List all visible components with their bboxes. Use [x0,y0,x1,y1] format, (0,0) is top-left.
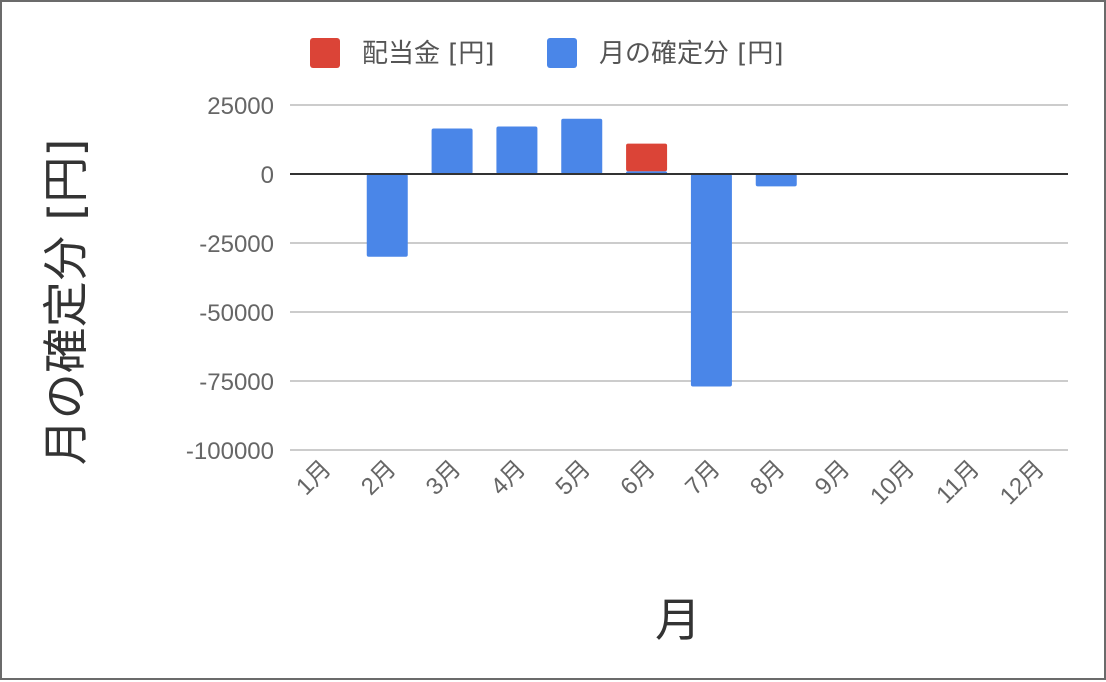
legend-label: 月の確定分 [円] [599,39,784,69]
y-axis-title: 月の確定分 [円] [39,139,93,466]
bar-2月 [366,174,408,257]
bar-6月 [626,143,668,172]
legend-swatch [547,38,577,68]
x-tick-label: 3月 [421,455,467,501]
x-tick-label: 12月 [995,455,1050,510]
bars [366,118,797,387]
bar-7月 [690,174,732,387]
x-tick-label: 5月 [550,455,596,501]
y-tick-label: 25000 [207,93,274,120]
bar-8月 [755,174,797,187]
bar-3月 [431,128,473,174]
y-tick-label: -75000 [199,369,274,396]
y-tick-label: -50000 [199,300,274,327]
y-tick-label: -100000 [186,438,274,465]
x-tick-label: 1月 [291,455,337,501]
x-axis-title: 月 [655,593,701,647]
gridlines [290,104,1068,451]
bar-4月 [496,126,538,174]
x-tick-label: 10月 [865,455,920,510]
bar-5月 [561,118,603,174]
x-tick-label: 2月 [356,455,402,501]
y-axis-ticks: 25000 0 -25000 -50000 -75000 -100000 [186,93,274,465]
legend-swatch [310,38,340,68]
x-tick-label: 7月 [680,455,726,501]
legend-label: 配当金 [円] [362,39,495,69]
x-tick-label: 4月 [486,455,532,501]
y-tick-label: -25000 [199,231,274,258]
x-tick-label: 6月 [615,455,661,501]
x-axis-ticks: 1月 2月 3月 4月 5月 6月 7月 8月 9月 10月 11月 12月 [291,455,1050,510]
x-tick-label: 9月 [810,455,856,501]
y-tick-label: 0 [261,162,274,189]
x-tick-label: 11月 [931,455,985,509]
x-tick-label: 8月 [745,455,791,501]
legend: 配当金 [円] 月の確定分 [円] [310,38,784,69]
